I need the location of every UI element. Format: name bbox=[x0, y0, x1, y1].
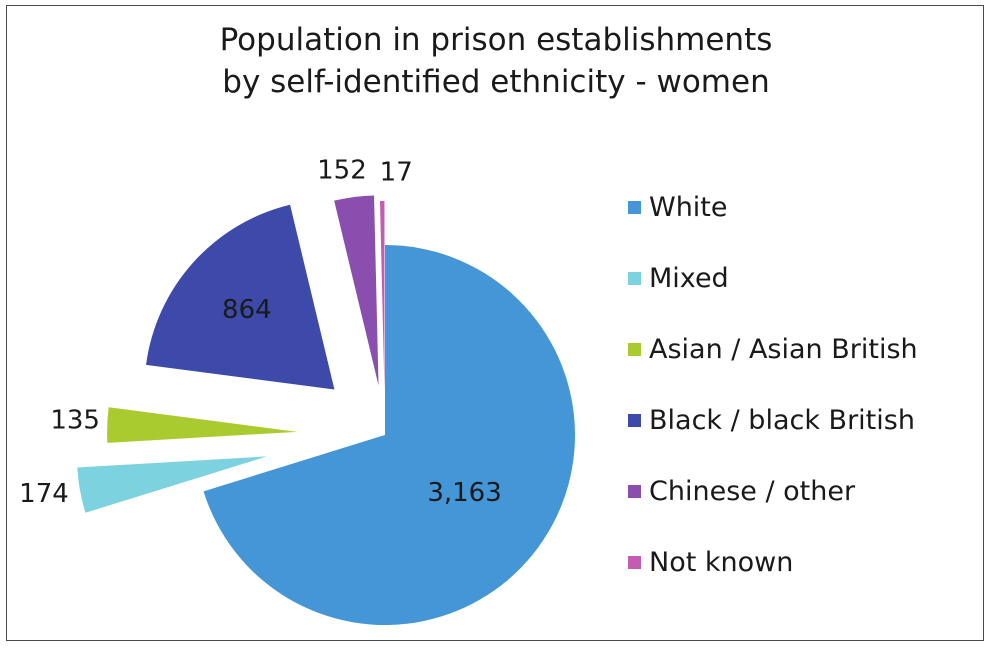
legend-swatch bbox=[628, 414, 641, 427]
legend-swatch bbox=[628, 201, 641, 214]
legend-label: Mixed bbox=[649, 263, 729, 294]
pie-slice-chinese-other bbox=[334, 195, 379, 386]
data-label: 864 bbox=[222, 295, 272, 325]
legend-item: Not known bbox=[628, 527, 918, 598]
chart-title-line-2: by self-identified ethnicity - women bbox=[222, 64, 770, 100]
legend-item: Black / black British bbox=[628, 385, 918, 456]
legend-item: White bbox=[628, 172, 918, 243]
legend-swatch bbox=[628, 556, 641, 569]
legend-label: Black / black British bbox=[649, 405, 915, 436]
legend-item: Mixed bbox=[628, 243, 918, 314]
chart-legend: White Mixed Asian / Asian British Black / b… bbox=[628, 172, 918, 598]
data-label: 135 bbox=[50, 406, 100, 436]
legend-label: Not known bbox=[649, 547, 794, 578]
legend-label: White bbox=[649, 192, 728, 223]
pie-slice-asian-asian-british bbox=[107, 407, 298, 443]
pie-slice-not-known bbox=[379, 201, 385, 392]
pie-slice-mixed bbox=[77, 456, 267, 513]
legend-item: Asian / Asian British bbox=[628, 314, 918, 385]
chart-title-line-1: Population in prison establishments bbox=[219, 22, 773, 58]
data-label: 174 bbox=[19, 479, 69, 509]
legend-swatch bbox=[628, 343, 641, 356]
data-label: 17 bbox=[380, 158, 413, 188]
legend-swatch bbox=[628, 485, 641, 498]
pie-slice-white bbox=[203, 245, 576, 625]
data-label: 3,163 bbox=[427, 478, 501, 508]
data-label: 152 bbox=[317, 156, 367, 186]
pie-slice-black-black-british bbox=[146, 204, 335, 390]
legend-swatch bbox=[628, 272, 641, 285]
legend-item: Chinese / other bbox=[628, 456, 918, 527]
legend-label: Asian / Asian British bbox=[649, 334, 918, 365]
legend-label: Chinese / other bbox=[649, 476, 856, 507]
